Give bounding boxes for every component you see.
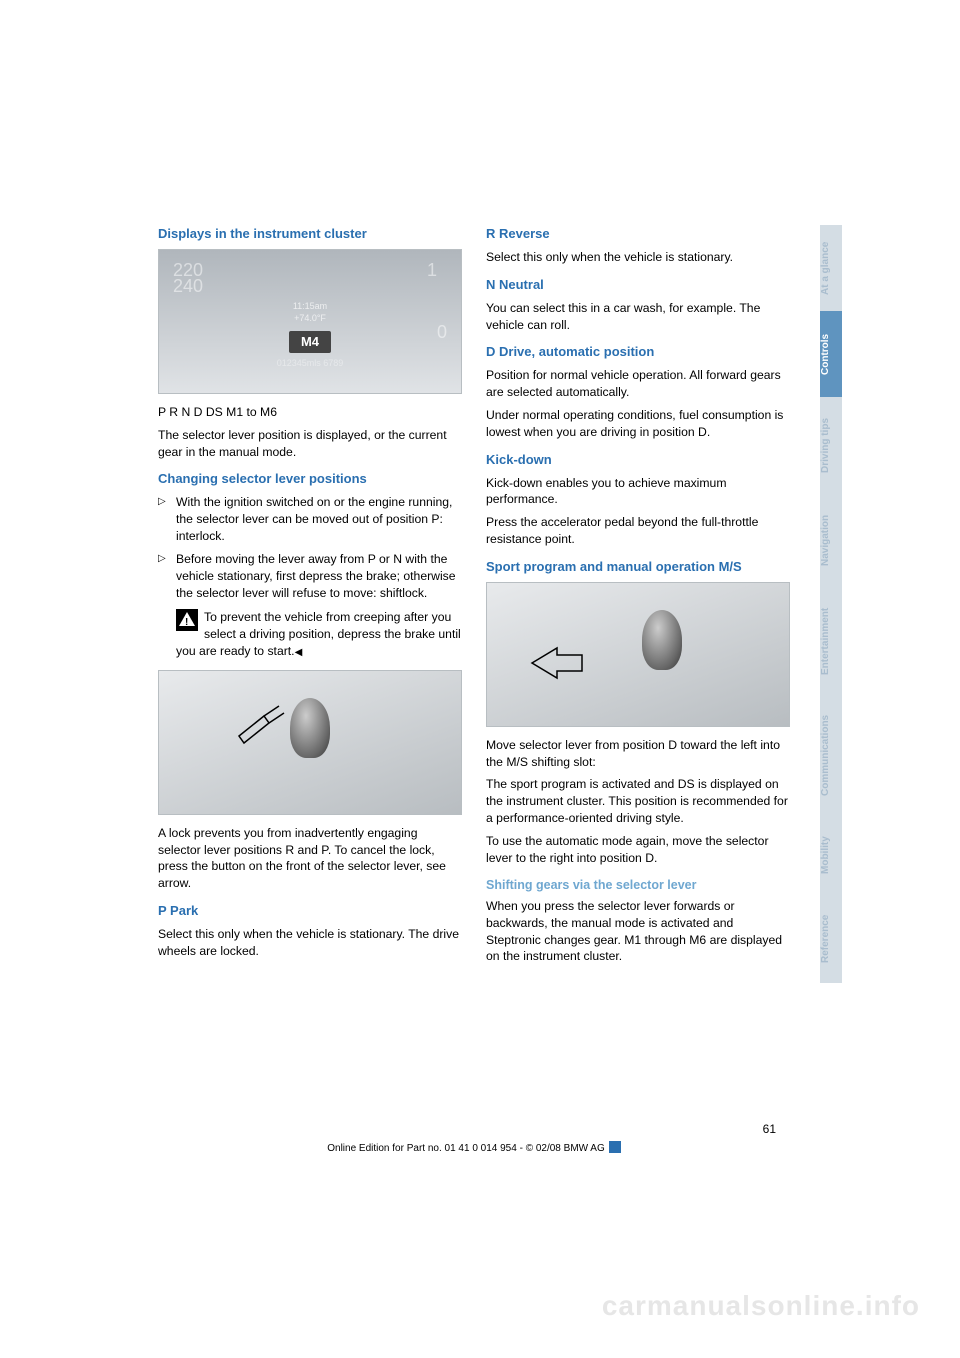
tab-communications[interactable]: Communications [820, 695, 842, 815]
para-ms-c: To use the automatic mode again, move th… [486, 833, 790, 867]
para-kick-b: Press the accelerator pedal beyond the f… [486, 514, 790, 548]
para-park: Select this only when the vehicle is sta… [158, 926, 462, 960]
heading-sport-ms: Sport program and manual operation M/S [486, 558, 790, 576]
footer-bluebox [609, 1141, 621, 1153]
bullet-list: With the ignition switched on or the eng… [158, 494, 462, 601]
tab-mobility[interactable]: Mobility [820, 815, 842, 895]
heading-r-reverse: R Reverse [486, 225, 790, 243]
selector-lever-image-1 [158, 670, 462, 815]
cluster-temp: +74.0°F [270, 312, 350, 324]
heading-shifting-lever: Shifting gears via the selector lever [486, 877, 790, 894]
cluster-odo: 012345mls 6789 [270, 357, 350, 369]
warning-text: To prevent the vehicle from creeping aft… [176, 610, 461, 658]
para-drive-a: Position for normal vehicle operation. A… [486, 367, 790, 401]
heading-displays: Displays in the instrument cluster [158, 225, 462, 243]
heading-kickdown: Kick-down [486, 451, 790, 469]
para-shifting: When you press the selector lever forwar… [486, 898, 790, 965]
arrow-icon [229, 701, 289, 751]
instrument-cluster-image: 220 240 1 0 11:15am +74.0°F M4 012345mls… [158, 249, 462, 394]
page-footer: 61 Online Edition for Part no. 01 41 0 0… [158, 1122, 790, 1156]
tab-driving-tips[interactable]: Driving tips [820, 397, 842, 493]
para-reverse: Select this only when the vehicle is sta… [486, 249, 790, 266]
left-column: Displays in the instrument cluster 220 2… [158, 225, 462, 975]
page-number: 61 [158, 1122, 790, 1136]
watermark: carmanualsonline.info [602, 1290, 920, 1322]
para-drive-b: Under normal operating conditions, fuel … [486, 407, 790, 441]
end-marker: ◀ [295, 647, 303, 658]
warning-box: ! To prevent the vehicle from creeping a… [176, 609, 462, 659]
gear-caption: P R N D DS M1 to M6 [158, 404, 462, 421]
heading-d-drive: D Drive, automatic position [486, 343, 790, 361]
para-ms-b: The sport program is activated and DS is… [486, 776, 790, 826]
footer-credit: Online Edition for Part no. 01 41 0 014 … [327, 1143, 605, 1154]
content-area: Displays in the instrument cluster 220 2… [158, 225, 790, 975]
cluster-time: 11:15am [270, 300, 350, 312]
page: Displays in the instrument cluster 220 2… [0, 0, 960, 1358]
heading-n-neutral: N Neutral [486, 276, 790, 294]
para-ms-a: Move selector lever from position D towa… [486, 737, 790, 771]
heading-changing-positions: Changing selector lever positions [158, 470, 462, 488]
para-neutral: You can select this in a car wash, for e… [486, 300, 790, 334]
heading-p-park: P Park [158, 902, 462, 920]
tab-controls[interactable]: Controls [820, 311, 842, 397]
tab-navigation[interactable]: Navigation [820, 493, 842, 587]
para-lock: A lock prevents you from inadvertently e… [158, 825, 462, 892]
warning-icon: ! [176, 609, 198, 631]
bullet-interlock: With the ignition switched on or the eng… [158, 494, 462, 544]
cluster-gear: M4 [289, 331, 331, 353]
side-tabs: At a glanceControlsDriving tipsNavigatio… [820, 225, 842, 983]
tab-entertainment[interactable]: Entertainment [820, 587, 842, 695]
right-column: R Reverse Select this only when the vehi… [486, 225, 790, 975]
selector-lever-image-2 [486, 582, 790, 727]
arrow-left-icon [527, 643, 607, 693]
para-selector-display: The selector lever position is displayed… [158, 427, 462, 461]
tab-reference[interactable]: Reference [820, 895, 842, 983]
tab-at-a-glance[interactable]: At a glance [820, 225, 842, 311]
para-kick-a: Kick-down enables you to achieve maximum… [486, 475, 790, 509]
bullet-shiftlock: Before moving the lever away from P or N… [158, 551, 462, 601]
